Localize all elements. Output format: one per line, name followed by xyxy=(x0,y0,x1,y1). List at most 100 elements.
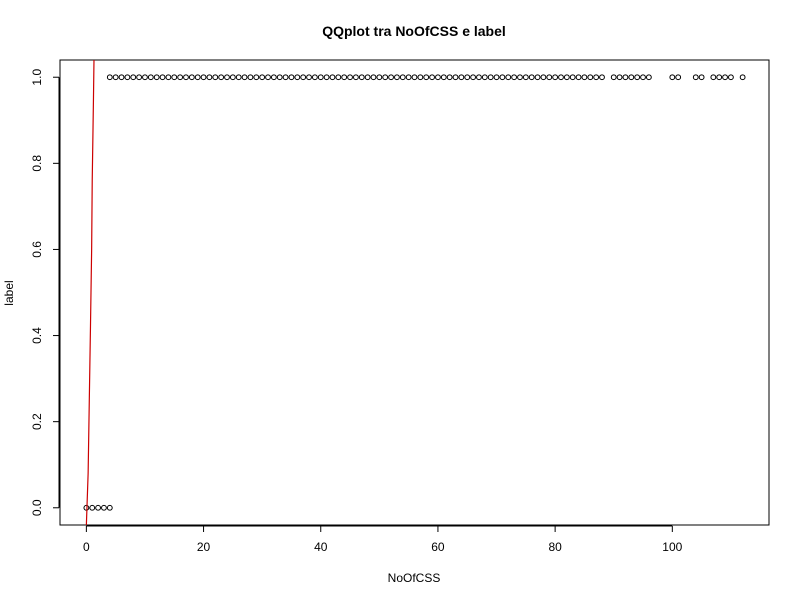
data-point xyxy=(645,74,652,81)
data-point xyxy=(493,74,500,81)
data-point xyxy=(739,74,746,81)
data-point xyxy=(581,74,588,81)
data-point xyxy=(311,74,318,81)
data-point xyxy=(446,74,453,81)
data-point xyxy=(300,74,307,81)
data-point xyxy=(616,74,623,81)
data-point xyxy=(388,74,394,81)
data-point xyxy=(106,504,113,511)
data-point xyxy=(698,74,705,81)
data-point xyxy=(634,74,641,81)
data-point xyxy=(587,74,594,81)
data-point xyxy=(423,74,430,81)
data-point xyxy=(200,74,207,81)
plot-frame xyxy=(59,59,770,526)
data-point xyxy=(476,74,482,81)
data-point xyxy=(171,74,178,81)
data-point xyxy=(411,74,418,81)
y-tick-label: 0.4 xyxy=(30,327,44,344)
data-point xyxy=(341,74,348,81)
data-point xyxy=(370,74,377,81)
data-point xyxy=(546,74,553,81)
data-point xyxy=(464,74,471,81)
data-point xyxy=(106,74,113,81)
data-point xyxy=(540,74,547,81)
data-point xyxy=(716,74,723,81)
data-point xyxy=(522,74,529,81)
data-point xyxy=(247,74,254,81)
data-point xyxy=(452,74,459,81)
data-point xyxy=(329,74,336,81)
data-point xyxy=(517,74,523,81)
data-point xyxy=(575,74,582,81)
data-point xyxy=(417,74,424,81)
data-point xyxy=(622,74,629,81)
data-point xyxy=(183,74,189,81)
x-axis: 0 20 40 60 80 100 xyxy=(83,525,683,554)
x-tick-label: 100 xyxy=(662,540,682,554)
data-point xyxy=(270,74,277,81)
data-point xyxy=(382,74,389,81)
data-point xyxy=(487,74,494,81)
data-point xyxy=(142,74,148,81)
reference-line xyxy=(85,59,95,526)
data-point xyxy=(610,74,617,81)
data-point xyxy=(599,74,605,81)
y-tick-label: 0.2 xyxy=(30,413,44,430)
y-axis-label: label xyxy=(2,280,16,305)
data-point xyxy=(481,74,488,81)
data-point xyxy=(159,74,166,81)
data-point xyxy=(294,74,301,81)
data-point xyxy=(569,74,576,81)
data-point xyxy=(229,74,236,81)
x-tick-label: 0 xyxy=(83,540,90,554)
data-point xyxy=(499,74,506,81)
data-point xyxy=(364,74,371,81)
data-point xyxy=(218,74,225,81)
data-point xyxy=(323,74,330,81)
x-axis-label: NoOfCSS xyxy=(388,571,441,585)
data-point xyxy=(458,74,465,81)
data-point xyxy=(177,74,184,81)
data-point xyxy=(353,74,359,81)
data-point xyxy=(429,74,435,81)
data-point xyxy=(640,74,646,81)
data-point xyxy=(95,504,101,511)
x-tick-label: 20 xyxy=(197,540,211,554)
data-point xyxy=(194,74,201,81)
data-point xyxy=(435,74,441,81)
data-point xyxy=(335,74,342,81)
data-point xyxy=(692,74,699,81)
data-point xyxy=(306,74,312,81)
data-point xyxy=(358,74,365,81)
data-point xyxy=(728,74,734,81)
data-point xyxy=(235,74,242,81)
data-point xyxy=(534,74,541,81)
data-point xyxy=(130,74,137,81)
x-tick-label: 40 xyxy=(314,540,328,554)
data-point xyxy=(276,74,283,81)
data-point xyxy=(511,74,518,81)
data-point xyxy=(470,74,476,81)
y-tick-label: 0.6 xyxy=(30,241,44,258)
data-point xyxy=(224,74,230,81)
data-point xyxy=(165,74,172,81)
data-point xyxy=(153,74,160,81)
data-point xyxy=(288,74,295,81)
data-point xyxy=(101,504,107,511)
data-point xyxy=(628,74,635,81)
data-point xyxy=(265,74,271,81)
data-point xyxy=(206,74,213,81)
data-point xyxy=(282,74,289,81)
data-point xyxy=(376,74,383,81)
data-point xyxy=(505,74,512,81)
y-tick-label: 0.0 xyxy=(30,499,44,516)
data-point xyxy=(118,74,125,81)
data-point xyxy=(552,74,559,81)
data-point xyxy=(669,74,676,81)
data-point xyxy=(528,74,535,81)
y-tick-label: 0.8 xyxy=(30,155,44,172)
data-point xyxy=(136,74,143,81)
